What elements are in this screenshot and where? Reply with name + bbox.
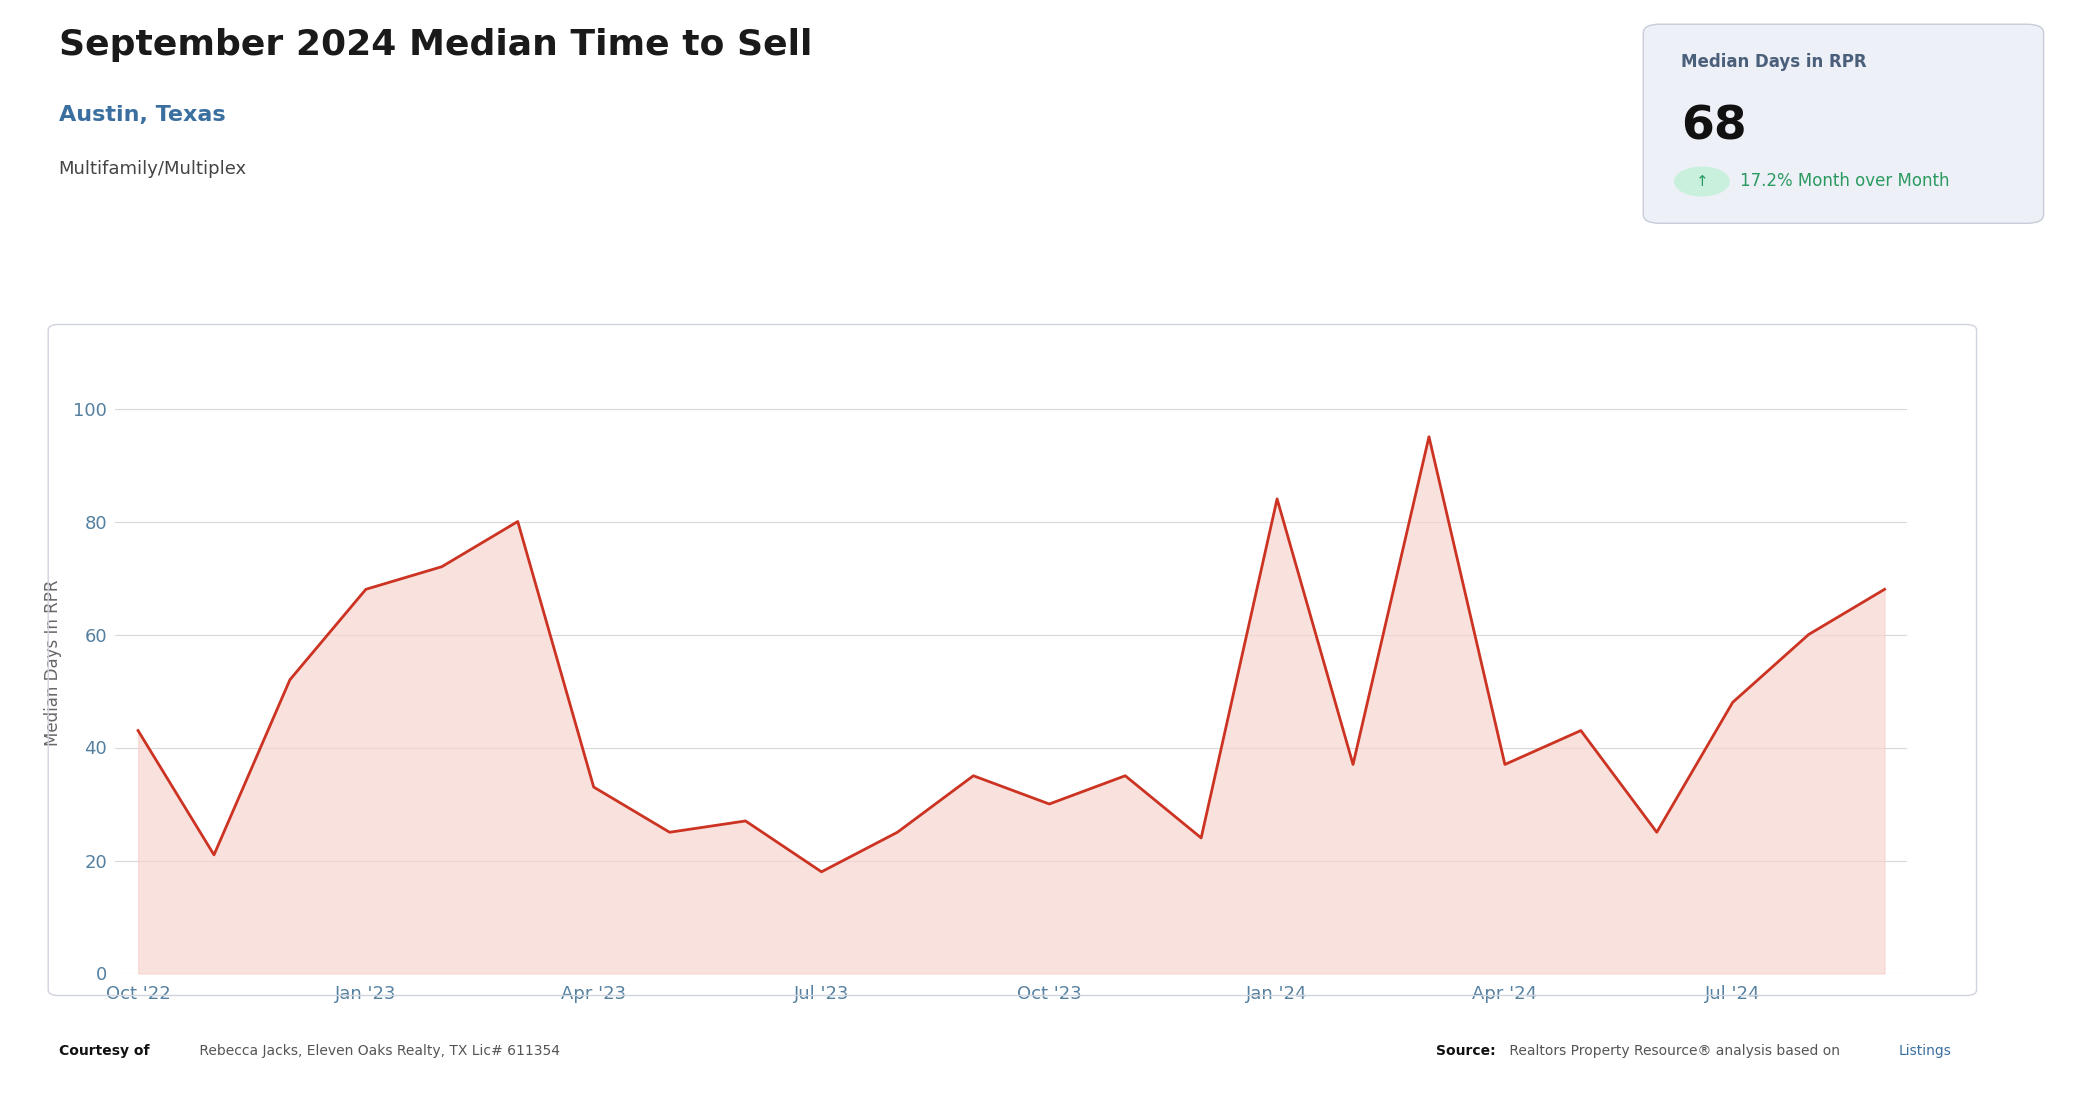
- Text: 17.2% Month over Month: 17.2% Month over Month: [1740, 173, 1949, 190]
- Text: ↑: ↑: [1696, 174, 1708, 189]
- Text: Austin, Texas: Austin, Texas: [59, 104, 224, 124]
- Text: 68: 68: [1681, 104, 1746, 150]
- Text: Multifamily/Multiplex: Multifamily/Multiplex: [59, 160, 247, 177]
- Text: September 2024 Median Time to Sell: September 2024 Median Time to Sell: [59, 28, 811, 62]
- Y-axis label: Median Days In RPR: Median Days In RPR: [44, 580, 63, 746]
- Text: Courtesy of: Courtesy of: [59, 1044, 149, 1058]
- Text: Rebecca Jacks, Eleven Oaks Realty, TX Lic# 611354: Rebecca Jacks, Eleven Oaks Realty, TX Li…: [195, 1044, 560, 1058]
- Text: Source:: Source:: [1436, 1044, 1494, 1058]
- Text: Listings: Listings: [1899, 1044, 1951, 1058]
- Text: Median Days in RPR: Median Days in RPR: [1681, 53, 1868, 70]
- Text: Realtors Property Resource® analysis based on: Realtors Property Resource® analysis bas…: [1505, 1044, 1844, 1058]
